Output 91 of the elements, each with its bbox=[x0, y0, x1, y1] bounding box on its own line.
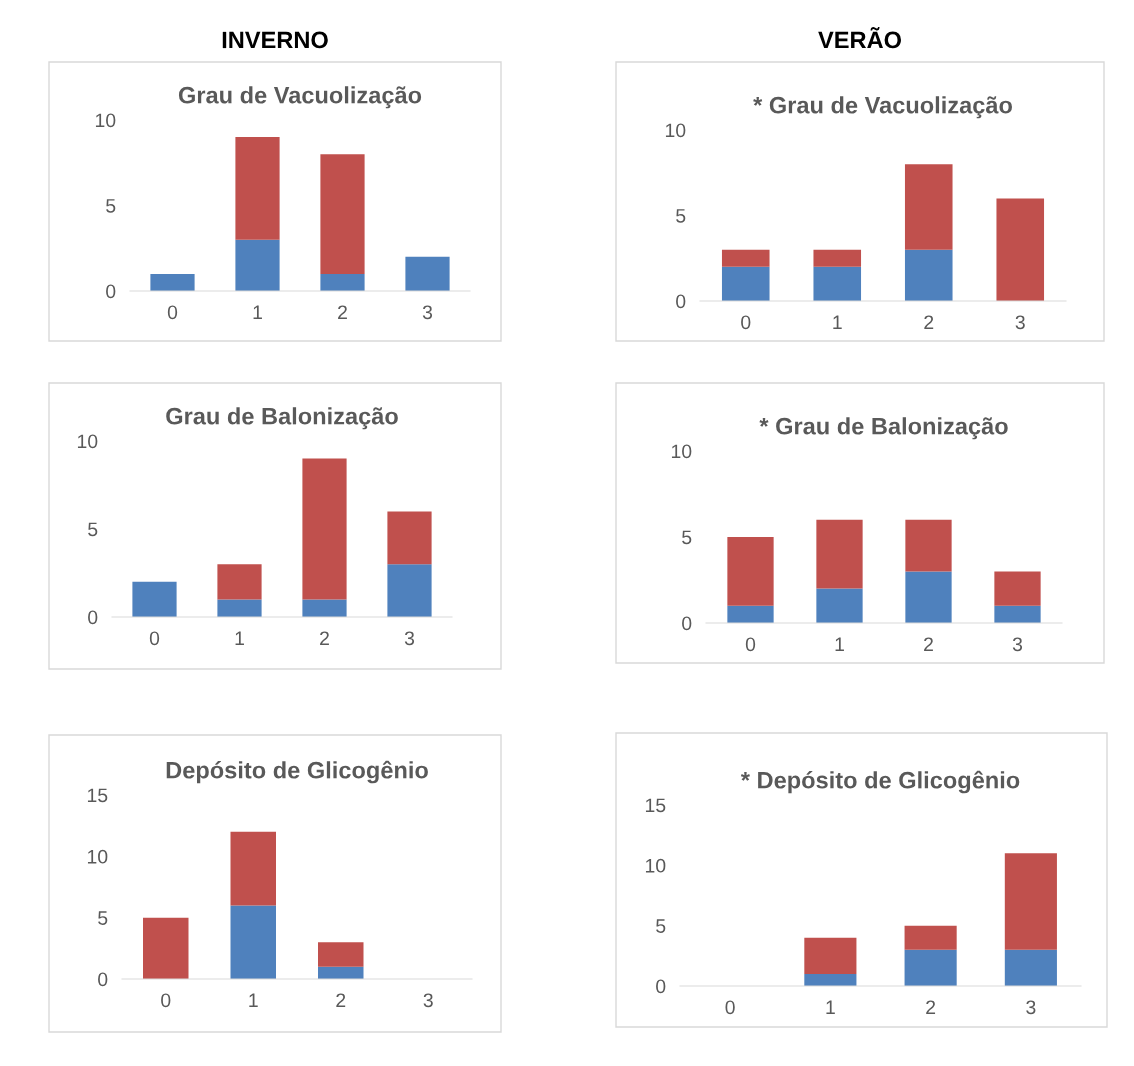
bar bbox=[727, 605, 774, 623]
x-tick-label: 0 bbox=[161, 993, 171, 1008]
bar bbox=[904, 925, 957, 950]
y-tick-label: 5 bbox=[88, 522, 98, 537]
x-tick-label: 1 bbox=[235, 631, 244, 645]
y-tick-label: 15 bbox=[87, 788, 108, 803]
y-tick-label: 0 bbox=[88, 610, 98, 625]
y-tick-label: 10 bbox=[665, 123, 686, 138]
y-tick-label: 0 bbox=[98, 972, 108, 987]
bar bbox=[230, 905, 276, 979]
bar bbox=[217, 599, 262, 617]
bar bbox=[320, 273, 365, 291]
text: VERÃO bbox=[818, 27, 901, 49]
x-tick-label: 2 bbox=[336, 993, 346, 1007]
bar bbox=[302, 458, 347, 600]
bar bbox=[318, 942, 364, 967]
x-tick-label: 1 bbox=[835, 637, 844, 651]
bar bbox=[1004, 853, 1057, 950]
bar bbox=[816, 588, 863, 623]
x-tick-label: 3 bbox=[423, 993, 433, 1008]
bar bbox=[318, 966, 364, 979]
x-tick-label: 1 bbox=[253, 305, 262, 319]
y-tick-label: 5 bbox=[98, 911, 108, 925]
x-tick-label: 1 bbox=[249, 993, 258, 1007]
y-tick-label: 10 bbox=[87, 849, 108, 864]
x-tick-label: 2 bbox=[924, 315, 934, 329]
chart-title: Grau de Vacuolização bbox=[178, 86, 422, 109]
bar bbox=[904, 949, 957, 986]
bar bbox=[904, 164, 953, 250]
x-tick-label: 1 bbox=[833, 315, 842, 329]
y-tick-label: 0 bbox=[676, 294, 686, 309]
bar bbox=[727, 537, 774, 606]
x-tick-label: 2 bbox=[320, 631, 329, 645]
bar bbox=[804, 973, 857, 986]
text: INVERNO bbox=[222, 31, 328, 49]
chart-title: Grau de Balonização bbox=[166, 407, 398, 430]
x-tick-label: 2 bbox=[338, 305, 347, 319]
bar bbox=[904, 249, 953, 301]
chart-title: * Grau de Vacuolização bbox=[753, 96, 1012, 119]
x-tick-label: 3 bbox=[422, 305, 433, 320]
y-tick-label: 5 bbox=[106, 199, 116, 213]
y-tick-label: 0 bbox=[106, 284, 116, 299]
bar bbox=[994, 571, 1041, 606]
y-tick-label: 0 bbox=[656, 979, 666, 994]
bar bbox=[721, 249, 770, 267]
x-tick-label: 0 bbox=[741, 315, 751, 330]
bar bbox=[302, 599, 347, 617]
y-tick-label: 5 bbox=[676, 209, 686, 223]
bar bbox=[150, 273, 195, 291]
x-tick-label: 3 bbox=[1012, 637, 1023, 652]
y-tick-label: 10 bbox=[77, 434, 98, 449]
bar bbox=[217, 564, 262, 600]
x-tick-label: 0 bbox=[725, 1000, 735, 1015]
bar bbox=[905, 571, 952, 623]
bar bbox=[235, 239, 280, 291]
bar bbox=[230, 831, 276, 906]
bar bbox=[320, 154, 365, 274]
x-tick-label: 3 bbox=[1015, 315, 1025, 330]
chart-title: * Depósito de Glicogênio bbox=[740, 770, 1020, 794]
chart-title: * Grau de Balonização bbox=[759, 417, 1008, 440]
x-tick-label: 1 bbox=[826, 1000, 835, 1014]
x-tick-label: 2 bbox=[924, 637, 933, 651]
y-tick-label: 10 bbox=[645, 858, 666, 873]
x-tick-label: 3 bbox=[1026, 1000, 1036, 1015]
y-tick-label: 5 bbox=[656, 919, 666, 933]
x-tick-label: 0 bbox=[745, 637, 756, 652]
bar bbox=[143, 917, 189, 979]
bar bbox=[994, 605, 1041, 623]
bar bbox=[387, 511, 432, 565]
bar bbox=[813, 266, 862, 301]
bar bbox=[235, 137, 280, 240]
bar bbox=[1004, 949, 1057, 986]
y-tick-label: 10 bbox=[671, 444, 692, 459]
bar bbox=[813, 249, 862, 267]
y-tick-label: 15 bbox=[645, 798, 666, 813]
bar bbox=[405, 256, 450, 291]
x-tick-label: 3 bbox=[404, 631, 415, 646]
bar bbox=[804, 937, 857, 974]
x-tick-label: 2 bbox=[926, 1000, 936, 1014]
bar bbox=[905, 519, 952, 572]
y-tick-label: 0 bbox=[682, 616, 692, 631]
y-tick-label: 5 bbox=[682, 530, 692, 545]
bar bbox=[996, 198, 1045, 301]
chart-title: Depósito de Glicogênio bbox=[166, 760, 428, 784]
y-tick-label: 10 bbox=[95, 113, 116, 128]
x-tick-label: 0 bbox=[167, 305, 178, 320]
bar bbox=[132, 581, 177, 617]
bar bbox=[721, 266, 770, 301]
bar bbox=[816, 519, 863, 589]
bar bbox=[387, 564, 432, 617]
x-tick-label: 0 bbox=[149, 631, 160, 646]
